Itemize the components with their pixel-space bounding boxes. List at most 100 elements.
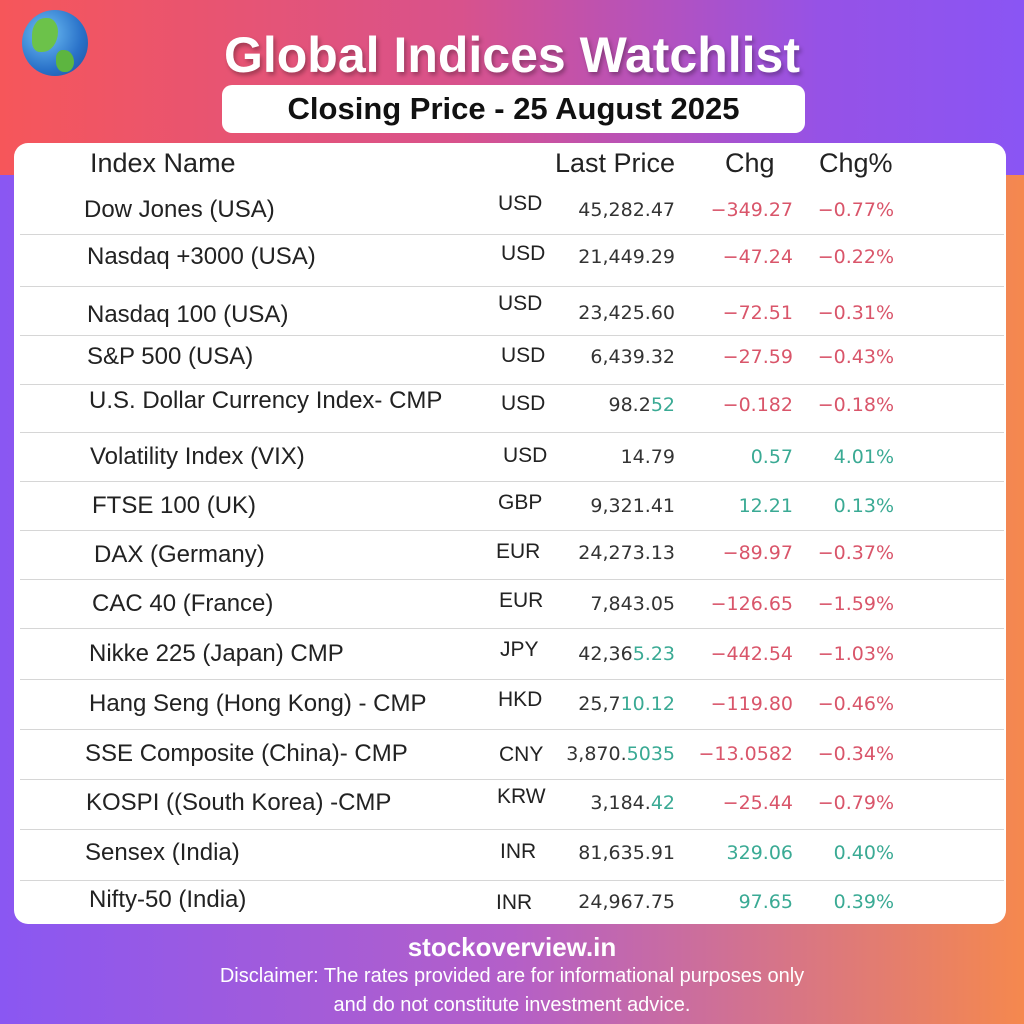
index-name: KOSPI ((South Korea) -CMP xyxy=(86,789,392,816)
change-percent: −1.59% xyxy=(817,593,894,615)
row-divider xyxy=(20,530,1004,531)
last-price-main: 3,870. xyxy=(566,743,627,765)
currency: HKD xyxy=(498,688,543,711)
table-row: Dow Jones (USA) USD 45,282.47 −349.27 −0.77% xyxy=(0,186,1024,234)
column-header-last-price: Last Price xyxy=(555,148,676,178)
last-price-main: 7,843.05 xyxy=(590,593,675,615)
index-name: Volatility Index (VIX) xyxy=(90,443,305,470)
change-percent: −0.79% xyxy=(817,792,894,814)
last-price-main: 24,273.13 xyxy=(578,542,675,564)
table-row: Hang Seng (Hong Kong) - CMP HKD 25,710.12 −… xyxy=(0,680,1024,728)
change-percent: −0.18% xyxy=(817,394,894,416)
last-price-highlight: 5035 xyxy=(626,743,675,765)
change: −89.97 xyxy=(722,542,793,564)
last-price: 25,710.12 xyxy=(578,693,675,715)
row-divider xyxy=(20,432,1004,433)
index-name: DAX (Germany) xyxy=(94,541,265,568)
index-name: U.S. Dollar Currency Index- CMP xyxy=(89,387,443,414)
change: −13.0582 xyxy=(698,743,794,765)
last-price-highlight: 5.23 xyxy=(632,643,675,665)
watchlist-table xyxy=(14,143,1006,924)
index-name: CAC 40 (France) xyxy=(92,590,274,617)
last-price-main: 9,321.41 xyxy=(590,495,675,517)
last-price: 7,843.05 xyxy=(590,593,675,615)
table-row: CAC 40 (France) EUR 7,843.05 −126.65 −1.59% xyxy=(0,580,1024,628)
index-name: FTSE 100 (UK) xyxy=(92,492,257,519)
currency: CNY xyxy=(499,743,544,766)
currency: INR xyxy=(496,891,533,914)
last-price: 9,321.41 xyxy=(590,495,675,517)
change: −442.54 xyxy=(710,643,793,665)
row-divider xyxy=(20,384,1004,385)
table-row: Nifty-50 (India) INR 24,967.75 97.65 0.39% xyxy=(0,878,1024,926)
currency: USD xyxy=(501,392,546,415)
currency: USD xyxy=(498,192,543,215)
change: −25.44 xyxy=(722,792,793,814)
table-row: Nasdaq 100 (USA) USD 23,425.60 −72.51 −0.31% xyxy=(0,289,1024,337)
page-subtitle: Closing Price - 25 August 2025 xyxy=(222,85,805,133)
last-price: 21,449.29 xyxy=(578,246,675,268)
last-price: 98.252 xyxy=(609,394,676,416)
change: −27.59 xyxy=(722,346,793,368)
table-row: FTSE 100 (UK) GBP 9,321.41 12.21 0.13% xyxy=(0,482,1024,530)
row-divider xyxy=(20,335,1004,336)
change-percent: −0.77% xyxy=(817,199,894,221)
last-price: 3,184.42 xyxy=(590,792,675,814)
disclaimer: Disclaimer: The rates provided are for i… xyxy=(0,962,1024,1020)
row-divider xyxy=(20,234,1004,235)
row-divider xyxy=(20,829,1004,830)
last-price-main: 3,184. xyxy=(590,792,651,814)
currency: USD xyxy=(503,444,548,467)
last-price-main: 45,282.47 xyxy=(578,199,675,221)
currency: EUR xyxy=(499,589,544,612)
index-name: Nasdaq 100 (USA) xyxy=(87,301,289,328)
last-price-main: 98.2 xyxy=(608,394,651,416)
index-name: Hang Seng (Hong Kong) - CMP xyxy=(89,690,427,717)
change: 329.06 xyxy=(726,842,793,864)
change-percent: −0.46% xyxy=(817,693,894,715)
index-name: SSE Composite (China)- CMP xyxy=(85,740,408,767)
table-row: KOSPI ((South Korea) -CMP KRW 3,184.42 −25.… xyxy=(0,779,1024,827)
change: 0.57 xyxy=(750,446,793,468)
index-name: Dow Jones (USA) xyxy=(84,196,275,223)
table-row: S&P 500 (USA) USD 6,439.32 −27.59 −0.43% xyxy=(0,333,1024,381)
disclaimer-line-1: Disclaimer: The rates provided are for i… xyxy=(219,965,805,987)
last-price: 24,967.75 xyxy=(578,891,675,913)
last-price-main: 24,967.75 xyxy=(578,891,675,913)
last-price-main: 81,635.91 xyxy=(578,842,675,864)
change: −72.51 xyxy=(722,302,793,324)
website-link[interactable]: stockoverview.in xyxy=(407,932,617,962)
table-row: Sensex (India) INR 81,635.91 329.06 0.40% xyxy=(0,829,1024,877)
page-title: Global Indices Watchlist xyxy=(223,27,801,83)
change-percent: 4.01% xyxy=(833,446,894,468)
currency: KRW xyxy=(497,785,546,808)
change-percent: −0.37% xyxy=(817,542,894,564)
index-name: S&P 500 (USA) xyxy=(87,343,254,370)
table-row: Nikke 225 (Japan) CMP JPY 42,365.23 −442.54… xyxy=(0,630,1024,678)
currency: GBP xyxy=(498,491,543,514)
last-price-main: 14.79 xyxy=(620,446,675,468)
change-percent: 0.13% xyxy=(833,495,894,517)
change-percent: 0.39% xyxy=(833,891,894,913)
change: −126.65 xyxy=(710,593,793,615)
row-divider xyxy=(20,880,1004,881)
last-price-highlight: 10.12 xyxy=(620,693,675,715)
column-header-chg: Chg xyxy=(725,148,775,178)
index-name: Nifty-50 (India) xyxy=(89,886,247,913)
change-percent: −0.43% xyxy=(817,346,894,368)
currency: USD xyxy=(501,242,546,265)
last-price: 45,282.47 xyxy=(578,199,675,221)
last-price: 6,439.32 xyxy=(590,346,675,368)
last-price: 14.79 xyxy=(621,446,675,468)
row-divider xyxy=(20,481,1004,482)
change: −47.24 xyxy=(722,246,793,268)
row-divider xyxy=(20,729,1004,730)
last-price: 42,365.23 xyxy=(578,643,675,665)
change-percent: −0.22% xyxy=(817,246,894,268)
last-price-highlight: 42 xyxy=(650,792,675,814)
currency: USD xyxy=(501,344,546,367)
last-price-main: 23,425.60 xyxy=(578,302,675,324)
table-row: DAX (Germany) EUR 24,273.13 −89.97 −0.37% xyxy=(0,529,1024,577)
change: −0.182 xyxy=(722,394,793,416)
last-price-main: 42,36 xyxy=(578,643,633,665)
